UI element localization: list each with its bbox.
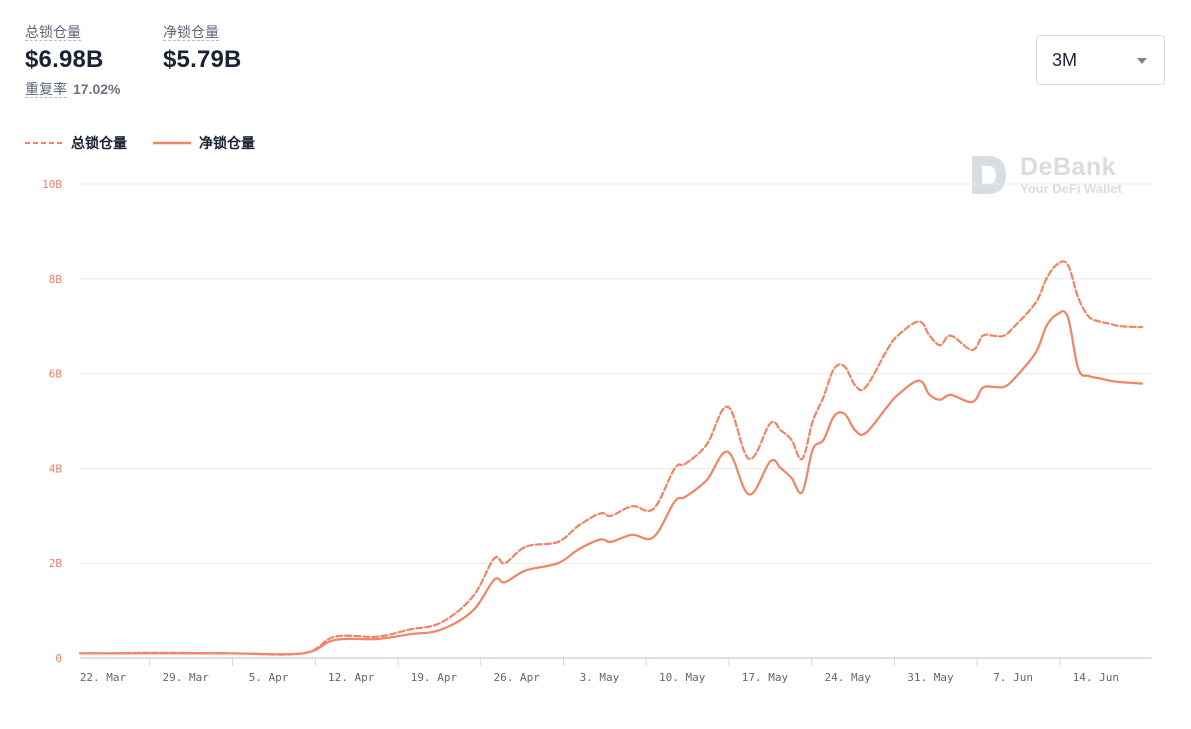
net-tvl-stat: 净锁仓量 $5.79B [163,24,242,74]
x-tick-label: 22. Mar [80,671,127,684]
series-total-line [78,260,1144,656]
y-axis-ticks: 0 2B 4B 6B 8B 10B [42,178,62,665]
x-tick-label: 17. May [742,671,789,684]
reuse-rate-value: 17.02% [73,81,121,97]
x-axis-ticks: 22. Mar 29. Mar 5. Apr 12. Apr 19. Apr 26. Ap… [80,658,1119,684]
x-tick-label: 12. Apr [328,671,375,684]
watermark-tagline: Your DeFi Wallet [1020,181,1122,196]
x-tick-label: 26. Apr [494,671,541,684]
series-net-line [78,310,1144,656]
y-tick-label: 0 [55,652,62,665]
reuse-rate: 重复率 17.02% [25,79,120,99]
x-tick-label: 5. Apr [249,671,289,684]
chevron-down-icon [1137,58,1147,64]
x-tick-label: 24. May [824,671,871,684]
total-tvl-value: $6.98B [25,46,104,73]
x-tick-label: 3. May [580,671,620,684]
x-tick-label: 7. Jun [993,671,1033,684]
net-tvl-value: $5.79B [163,46,242,73]
x-tick-label: 19. Apr [411,671,458,684]
total-tvl-stat: 总锁仓量 $6.98B [25,24,104,74]
y-tick-label: 8B [49,273,63,286]
legend-label-total: 总锁仓量 [71,135,127,151]
time-range-value: 3M [1052,50,1078,70]
reuse-rate-label[interactable]: 重复率 [25,81,67,98]
y-tick-label: 6B [49,368,63,381]
legend-label-net: 净锁仓量 [199,135,255,151]
watermark-brand: DeBank [1020,153,1117,181]
y-tick-label: 10B [42,178,62,191]
x-tick-label: 29. Mar [163,671,210,684]
x-tick-label: 14. Jun [1073,671,1119,684]
dashed-line-icon [25,142,63,144]
legend-item-net[interactable]: 净锁仓量 [153,133,255,153]
time-range-select[interactable]: 3M [1036,35,1165,85]
legend-item-total[interactable]: 总锁仓量 [25,133,127,153]
y-tick-label: 4B [49,462,63,475]
debank-watermark: DeBank Your DeFi Wallet [968,152,1122,198]
y-tick-label: 2B [49,557,63,570]
net-tvl-label[interactable]: 净锁仓量 [163,24,219,41]
total-tvl-label[interactable]: 总锁仓量 [25,24,81,41]
solid-line-icon [153,141,191,145]
x-tick-label: 31. May [907,671,954,684]
grid-lines [80,183,1152,564]
x-tick-label: 10. May [659,671,706,684]
chart-legend: 总锁仓量 净锁仓量 [25,133,281,153]
series-lines [78,260,1144,656]
